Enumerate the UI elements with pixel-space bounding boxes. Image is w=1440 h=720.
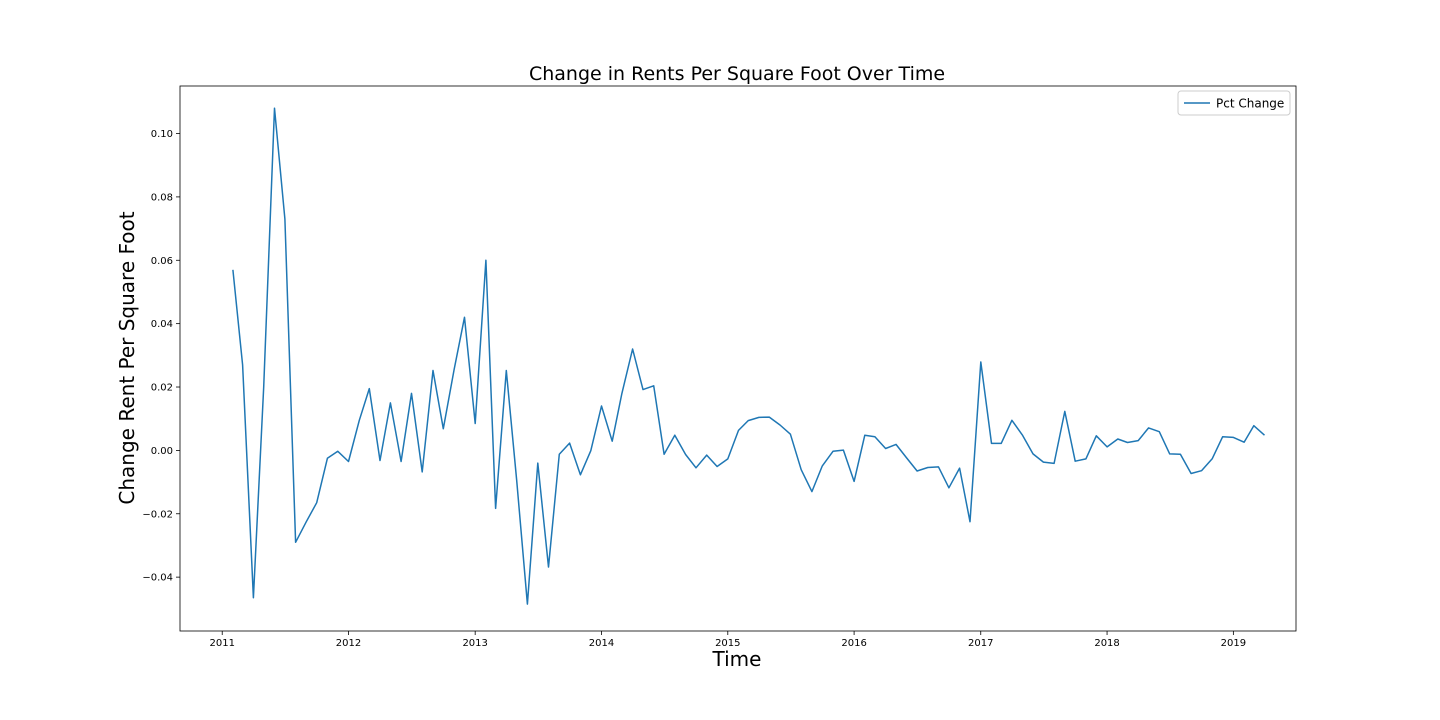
x-tick-label: 2018 (1094, 638, 1119, 649)
x-tick-label: 2013 (462, 638, 487, 649)
plot-frame (179, 85, 1297, 632)
y-axis-label: Change Rent Per Square Foot (115, 211, 139, 504)
x-tick-label: 2019 (1221, 638, 1246, 649)
x-tick-label: 2015 (715, 638, 740, 649)
y-axis: −0.04 −0.02 0.00 0.02 0.04 0.06 0.08 0.10 (142, 129, 180, 584)
y-tick-label: −0.04 (142, 573, 173, 584)
y-tick-label: 0.08 (151, 192, 173, 203)
y-tick-label: 0.02 (151, 383, 173, 394)
plot-area (179, 85, 1297, 632)
x-axis-label: Time (712, 647, 762, 671)
x-tick-label: 2016 (841, 638, 866, 649)
x-tick-label: 2012 (336, 638, 361, 649)
y-tick-label: 0.04 (151, 319, 173, 330)
series-line-0 (232, 107, 1265, 605)
x-axis: 2011 2012 2013 2014 2015 2016 2017 2018 2019 (209, 631, 1246, 649)
chart-title: Change in Rents Per Square Foot Over Tim… (529, 63, 945, 85)
y-tick-label: 0.00 (151, 446, 173, 457)
legend: Pct Change (1177, 90, 1291, 116)
legend-entry: Pct Change (1216, 97, 1284, 111)
x-tick-label: 2017 (968, 638, 993, 649)
y-tick-label: −0.02 (142, 509, 173, 520)
y-tick-label: 0.10 (151, 129, 173, 140)
y-tick-label: 0.06 (151, 256, 173, 267)
x-tick-label: 2014 (589, 638, 614, 649)
legend-box (1177, 90, 1291, 116)
x-tick-label: 2011 (209, 638, 234, 649)
